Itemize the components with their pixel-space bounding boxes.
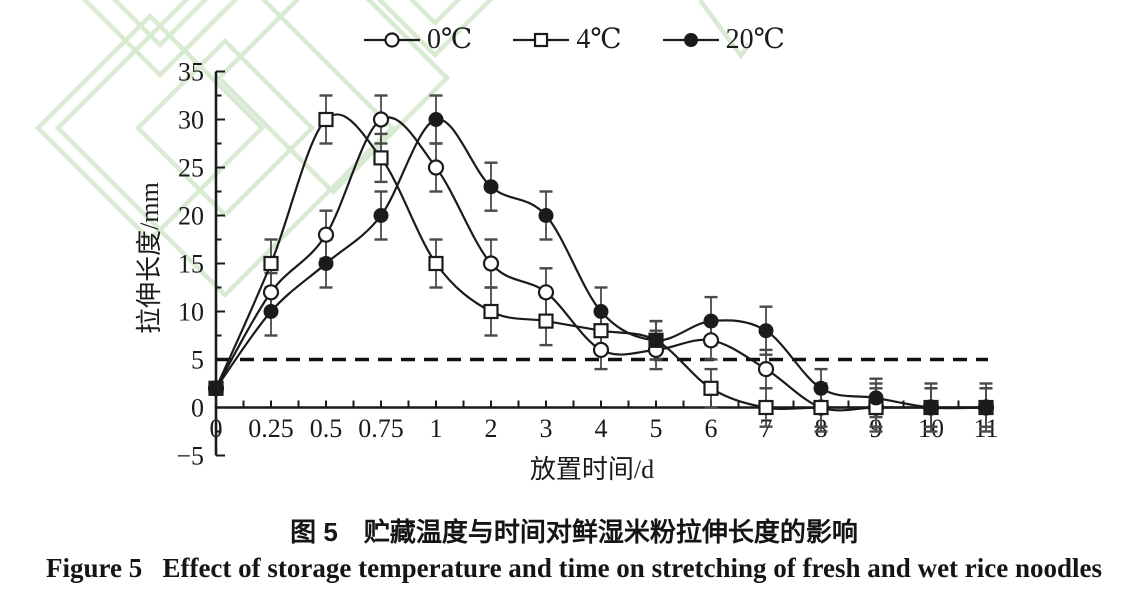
- x-axis-title: 放置时间/d: [530, 455, 654, 484]
- data-point-open-circle: [537, 284, 555, 301]
- y-tick-label: 30: [178, 106, 204, 135]
- legend-item-0c: 0℃: [363, 26, 472, 54]
- data-point-open-circle: [757, 361, 775, 378]
- data-point-filled-circle: [923, 400, 939, 415]
- data-point-filled-circle: [428, 112, 444, 127]
- data-point-filled-circle: [318, 256, 334, 271]
- y-tick-label: 0: [191, 394, 204, 423]
- data-point-filled-circle: [703, 313, 719, 329]
- data-point-open-square: [703, 380, 719, 396]
- series-line-20C: [215, 118, 987, 410]
- x-tick-label: 3: [540, 414, 553, 443]
- data-point-open-square: [758, 399, 774, 416]
- data-point-open-square: [593, 323, 609, 339]
- x-tick-label: 2: [485, 414, 498, 443]
- data-point-open-square: [813, 399, 829, 416]
- data-point-open-square: [538, 313, 554, 329]
- data-point-open-circle: [592, 341, 610, 358]
- data-point-open-square: [318, 111, 334, 128]
- y-tick-label: 5: [191, 346, 204, 375]
- data-point-filled-circle: [978, 400, 994, 415]
- y-tick-label: 20: [178, 202, 204, 231]
- y-tick-label: −5: [176, 442, 204, 471]
- data-point-open-square: [428, 255, 444, 272]
- caption-english: Figure 5 Effect of storage temperature a…: [45, 553, 1103, 583]
- x-tick-label: 4: [595, 414, 608, 443]
- legend-label-0c: 0℃: [427, 24, 473, 55]
- y-tick-label: 10: [178, 298, 204, 327]
- data-point-filled-circle: [648, 332, 664, 348]
- data-point-filled-circle: [208, 380, 224, 396]
- legend-item-20c: 20℃: [662, 26, 785, 54]
- series-line-4C: [214, 113, 986, 411]
- data-point-filled-circle: [593, 304, 609, 319]
- data-point-filled-circle: [373, 208, 389, 223]
- open-square-marker-icon: [513, 32, 570, 48]
- y-tick-label: 15: [178, 250, 204, 279]
- data-point-filled-circle: [483, 179, 499, 195]
- y-tick-label: 35: [178, 58, 204, 87]
- y-tick-label: 25: [178, 154, 204, 183]
- x-tick-label: 0.5: [310, 414, 343, 443]
- data-point-open-circle: [427, 159, 445, 176]
- data-point-open-circle: [317, 226, 335, 243]
- data-point-filled-circle: [868, 390, 884, 406]
- caption-chinese: 图 5 贮藏温度与时间对鲜湿米粉拉伸长度的影响: [290, 517, 858, 547]
- data-point-open-square: [373, 150, 389, 166]
- x-tick-label: 5: [650, 414, 663, 443]
- filled-circle-marker-icon: [662, 33, 719, 47]
- data-point-filled-circle: [813, 380, 829, 396]
- data-point-open-circle: [372, 111, 390, 128]
- data-point-filled-circle: [758, 323, 774, 339]
- y-axis-title: 拉伸长度/mm: [135, 182, 164, 334]
- x-tick-label: 6: [705, 414, 718, 443]
- x-tick-label: 0.75: [358, 414, 404, 443]
- x-tick-label: 0.25: [248, 414, 294, 443]
- data-point-open-circle: [262, 284, 280, 301]
- x-tick-label: 7: [760, 414, 773, 443]
- chart-legend: 0℃ 4℃ 20℃: [363, 26, 785, 54]
- data-point-open-square: [483, 303, 499, 320]
- open-circle-marker-icon: [364, 32, 421, 48]
- data-point-open-circle: [482, 255, 500, 272]
- legend-item-4c: 4℃: [512, 24, 622, 55]
- legend-label-4c: 4℃: [576, 24, 622, 55]
- x-tick-label: 1: [430, 414, 443, 443]
- data-point-open-square: [263, 255, 279, 272]
- data-point-filled-circle: [263, 304, 279, 319]
- data-point-filled-circle: [538, 208, 554, 223]
- x-tick-label: 0: [210, 414, 223, 443]
- legend-label-20c: 20℃: [725, 24, 785, 55]
- data-point-open-circle: [702, 332, 720, 349]
